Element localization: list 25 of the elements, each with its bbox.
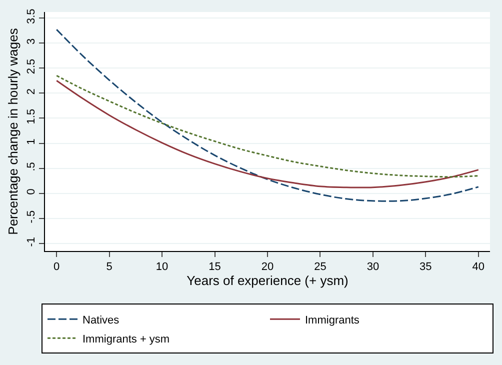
legend-label: Immigrants bbox=[305, 314, 360, 326]
y-tick-label: 1 bbox=[26, 138, 38, 145]
legend-label: Natives bbox=[82, 314, 120, 326]
x-tick-label: 10 bbox=[156, 261, 168, 274]
x-tick-label: 30 bbox=[366, 261, 380, 274]
x-tick-label: 35 bbox=[420, 261, 432, 274]
y-tick-label: 3.5 bbox=[26, 8, 38, 24]
y-axis-title: Percentage change in hourly wages bbox=[6, 28, 21, 235]
y-tick-label: 3 bbox=[26, 38, 38, 44]
y-tick-label: -1 bbox=[26, 236, 38, 247]
line-series bbox=[56, 28, 480, 202]
y-tick-label: 2.5 bbox=[26, 58, 38, 74]
x-tick-label: 15 bbox=[208, 261, 221, 274]
x-tick-label: 40 bbox=[472, 261, 485, 274]
x-tick-label: 20 bbox=[261, 261, 274, 274]
y-tick-label: -.5 bbox=[26, 210, 38, 224]
x-tick-label: 5 bbox=[106, 261, 112, 274]
x-tick-label: 0 bbox=[54, 261, 60, 274]
x-axis-title: Years of experience (+ ysm) bbox=[186, 273, 348, 288]
y-tick-label: 0 bbox=[26, 188, 38, 195]
y-tick-label: 1.5 bbox=[26, 108, 38, 124]
y-tick-label: 2 bbox=[26, 88, 38, 95]
legend-label: Immigrants + ysm bbox=[82, 333, 170, 346]
y-tick-label: .5 bbox=[26, 162, 38, 172]
x-tick-label: 25 bbox=[314, 261, 326, 274]
